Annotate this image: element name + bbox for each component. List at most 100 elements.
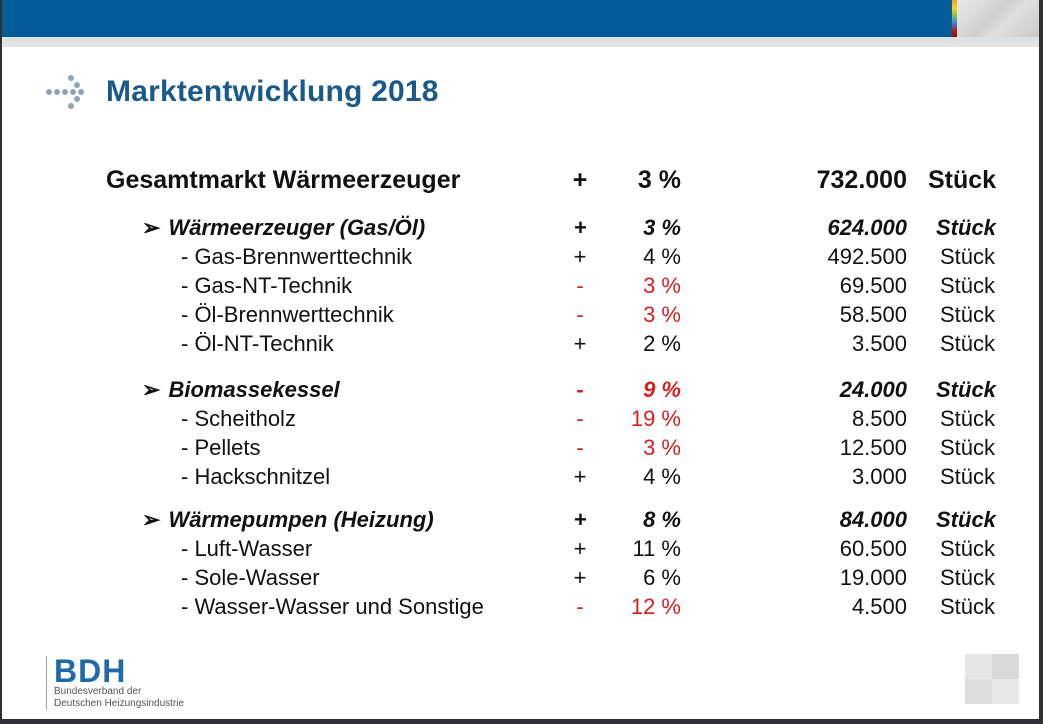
row-label: - Öl-Brennwerttechnik [181,302,394,328]
total-row: Gesamtmarkt Wärmeerzeuger +3 % 732.000 Stüc… [2,166,1039,194]
row-percent: 2 % [643,331,681,356]
row-sign: + [573,244,587,269]
row-quantity: 24.000 [839,377,907,402]
row-sign: - [576,302,584,327]
row-unit: Stück [936,377,996,402]
bdh-logo: BDH Bundesverband der Deutschen Heizungs… [46,653,185,710]
row-label-text: - Hackschnitzel [181,464,331,489]
row-label-text: - Öl-Brennwerttechnik [181,302,394,327]
table-row: - Sole-Wasser +6 % 19.000 Stück [2,565,1039,593]
row-unit: Stück [940,565,996,590]
row-label: - Sole-Wasser [181,565,320,591]
row-percent: 19 % [630,406,681,431]
row-unit: Stück [940,302,996,327]
row-sign: - [576,594,584,619]
row-unit: Stück [928,166,997,194]
table-row: - Öl-Brennwerttechnik - 3 % 58.500 Stück [2,302,1039,330]
row-sign: + [573,565,587,590]
row-quantity: 60.500 [839,536,907,561]
row-label-text: Gesamtmarkt Wärmeerzeuger [106,166,461,194]
logo-subtitle-1: Bundesverband der [54,686,142,697]
row-unit: Stück [940,273,996,298]
title-row: Marktentwicklung 2018 [46,72,439,112]
row-label: ➢ Wärmeerzeuger (Gas/Öl) [142,215,425,241]
row-quantity: 732.000 [816,166,907,194]
table-row: - Gas-NT-Technik - 3 % 69.500 Stück [2,273,1039,301]
row-unit: Stück [940,435,996,460]
row-sign: - [576,273,584,298]
dotted-arrow-icon [46,72,90,112]
row-percent: 6 % [643,565,681,590]
row-sign: + [573,464,587,489]
row-unit: Stück [940,406,996,431]
category-row: ➢ Biomassekessel - 9 % 24.000 Stück [2,377,1039,405]
row-sign: + [573,536,587,561]
row-unit: Stück [936,215,996,240]
row-sign: - [576,435,584,460]
row-quantity: 8.500 [851,406,907,431]
row-label: - Pellets [181,435,260,461]
row-percent: 3 % [637,166,681,194]
row-quantity: 84.000 [839,507,907,532]
header-bar [2,0,957,37]
row-label: ➢ Wärmepumpen (Heizung) [142,507,434,533]
page-title: Marktentwicklung 2018 [106,75,439,108]
table-row: - Wasser-Wasser und Sonstige - 12 % 4.500 St… [2,594,1039,622]
table-row: - Luft-Wasser +11 % 60.500 Stück [2,536,1039,564]
row-label-text: - Luft-Wasser [181,536,313,561]
row-label-text: Wärmeerzeuger (Gas/Öl) [168,215,426,240]
table-row: - Scheitholz - 19 % 8.500 Stück [2,406,1039,434]
row-label: - Scheitholz [181,406,296,432]
arrowhead-bullet-icon: ➢ [142,215,161,240]
row-label: - Gas-Brennwerttechnik [181,244,412,270]
row-sign: + [572,166,588,194]
row-label-text: Wärmepumpen (Heizung) [168,507,434,532]
row-quantity: 3.000 [851,464,907,489]
row-sign: - [576,406,584,431]
logo-wordmark: BDH [54,653,127,689]
row-percent: 8 % [643,507,681,532]
row-label-text: - Gas-NT-Technik [181,273,353,298]
row-quantity: 19.000 [839,565,907,590]
row-label: - Hackschnitzel [181,464,330,490]
arrowhead-bullet-icon: ➢ [142,507,161,532]
header-corner-graphic [957,0,1039,38]
row-label: - Gas-NT-Technik [181,273,352,299]
row-sign: - [576,377,584,402]
row-unit: Stück [940,244,996,269]
category-row: ➢ Wärmepumpen (Heizung) +8 % 84.000 Stück [2,507,1039,535]
row-quantity: 3.500 [851,331,907,356]
row-quantity: 4.500 [851,594,907,619]
row-sign: + [573,331,587,356]
logo-subtitle-2: Deutschen Heizungsindustrie [54,698,185,709]
row-label-text: - Sole-Wasser [181,565,320,590]
row-quantity: 492.500 [827,244,907,269]
row-label-text: Biomassekessel [168,377,340,402]
row-percent: 4 % [643,244,681,269]
arrowhead-bullet-icon: ➢ [142,377,161,402]
corner-decoration [965,654,1019,704]
row-percent: 12 % [630,594,681,619]
row-sign: + [573,507,587,532]
row-percent: 11 % [632,536,681,561]
row-percent: 4 % [643,464,681,489]
row-percent: 9 % [643,377,681,402]
row-label-text: - Pellets [181,435,261,460]
row-label-text: - Wasser-Wasser und Sonstige [181,594,484,619]
row-unit: Stück [936,507,996,532]
row-label-text: - Gas-Brennwerttechnik [181,244,413,269]
row-quantity: 12.500 [839,435,907,460]
row-unit: Stück [940,464,996,489]
row-label-text: - Scheitholz [181,406,296,431]
category-row: ➢ Wärmeerzeuger (Gas/Öl) +3 % 624.000 Stück [2,215,1039,243]
row-label: ➢ Biomassekessel [142,377,340,403]
table-row: - Gas-Brennwerttechnik +4 % 492.500 Stück [2,244,1039,272]
row-percent: 3 % [643,302,681,327]
row-quantity: 58.500 [839,302,907,327]
row-label: - Wasser-Wasser und Sonstige [181,594,484,620]
row-sign: + [573,215,587,240]
row-label-text: - Öl-NT-Technik [181,331,334,356]
row-percent: 3 % [643,435,681,460]
color-stripe [952,0,958,38]
